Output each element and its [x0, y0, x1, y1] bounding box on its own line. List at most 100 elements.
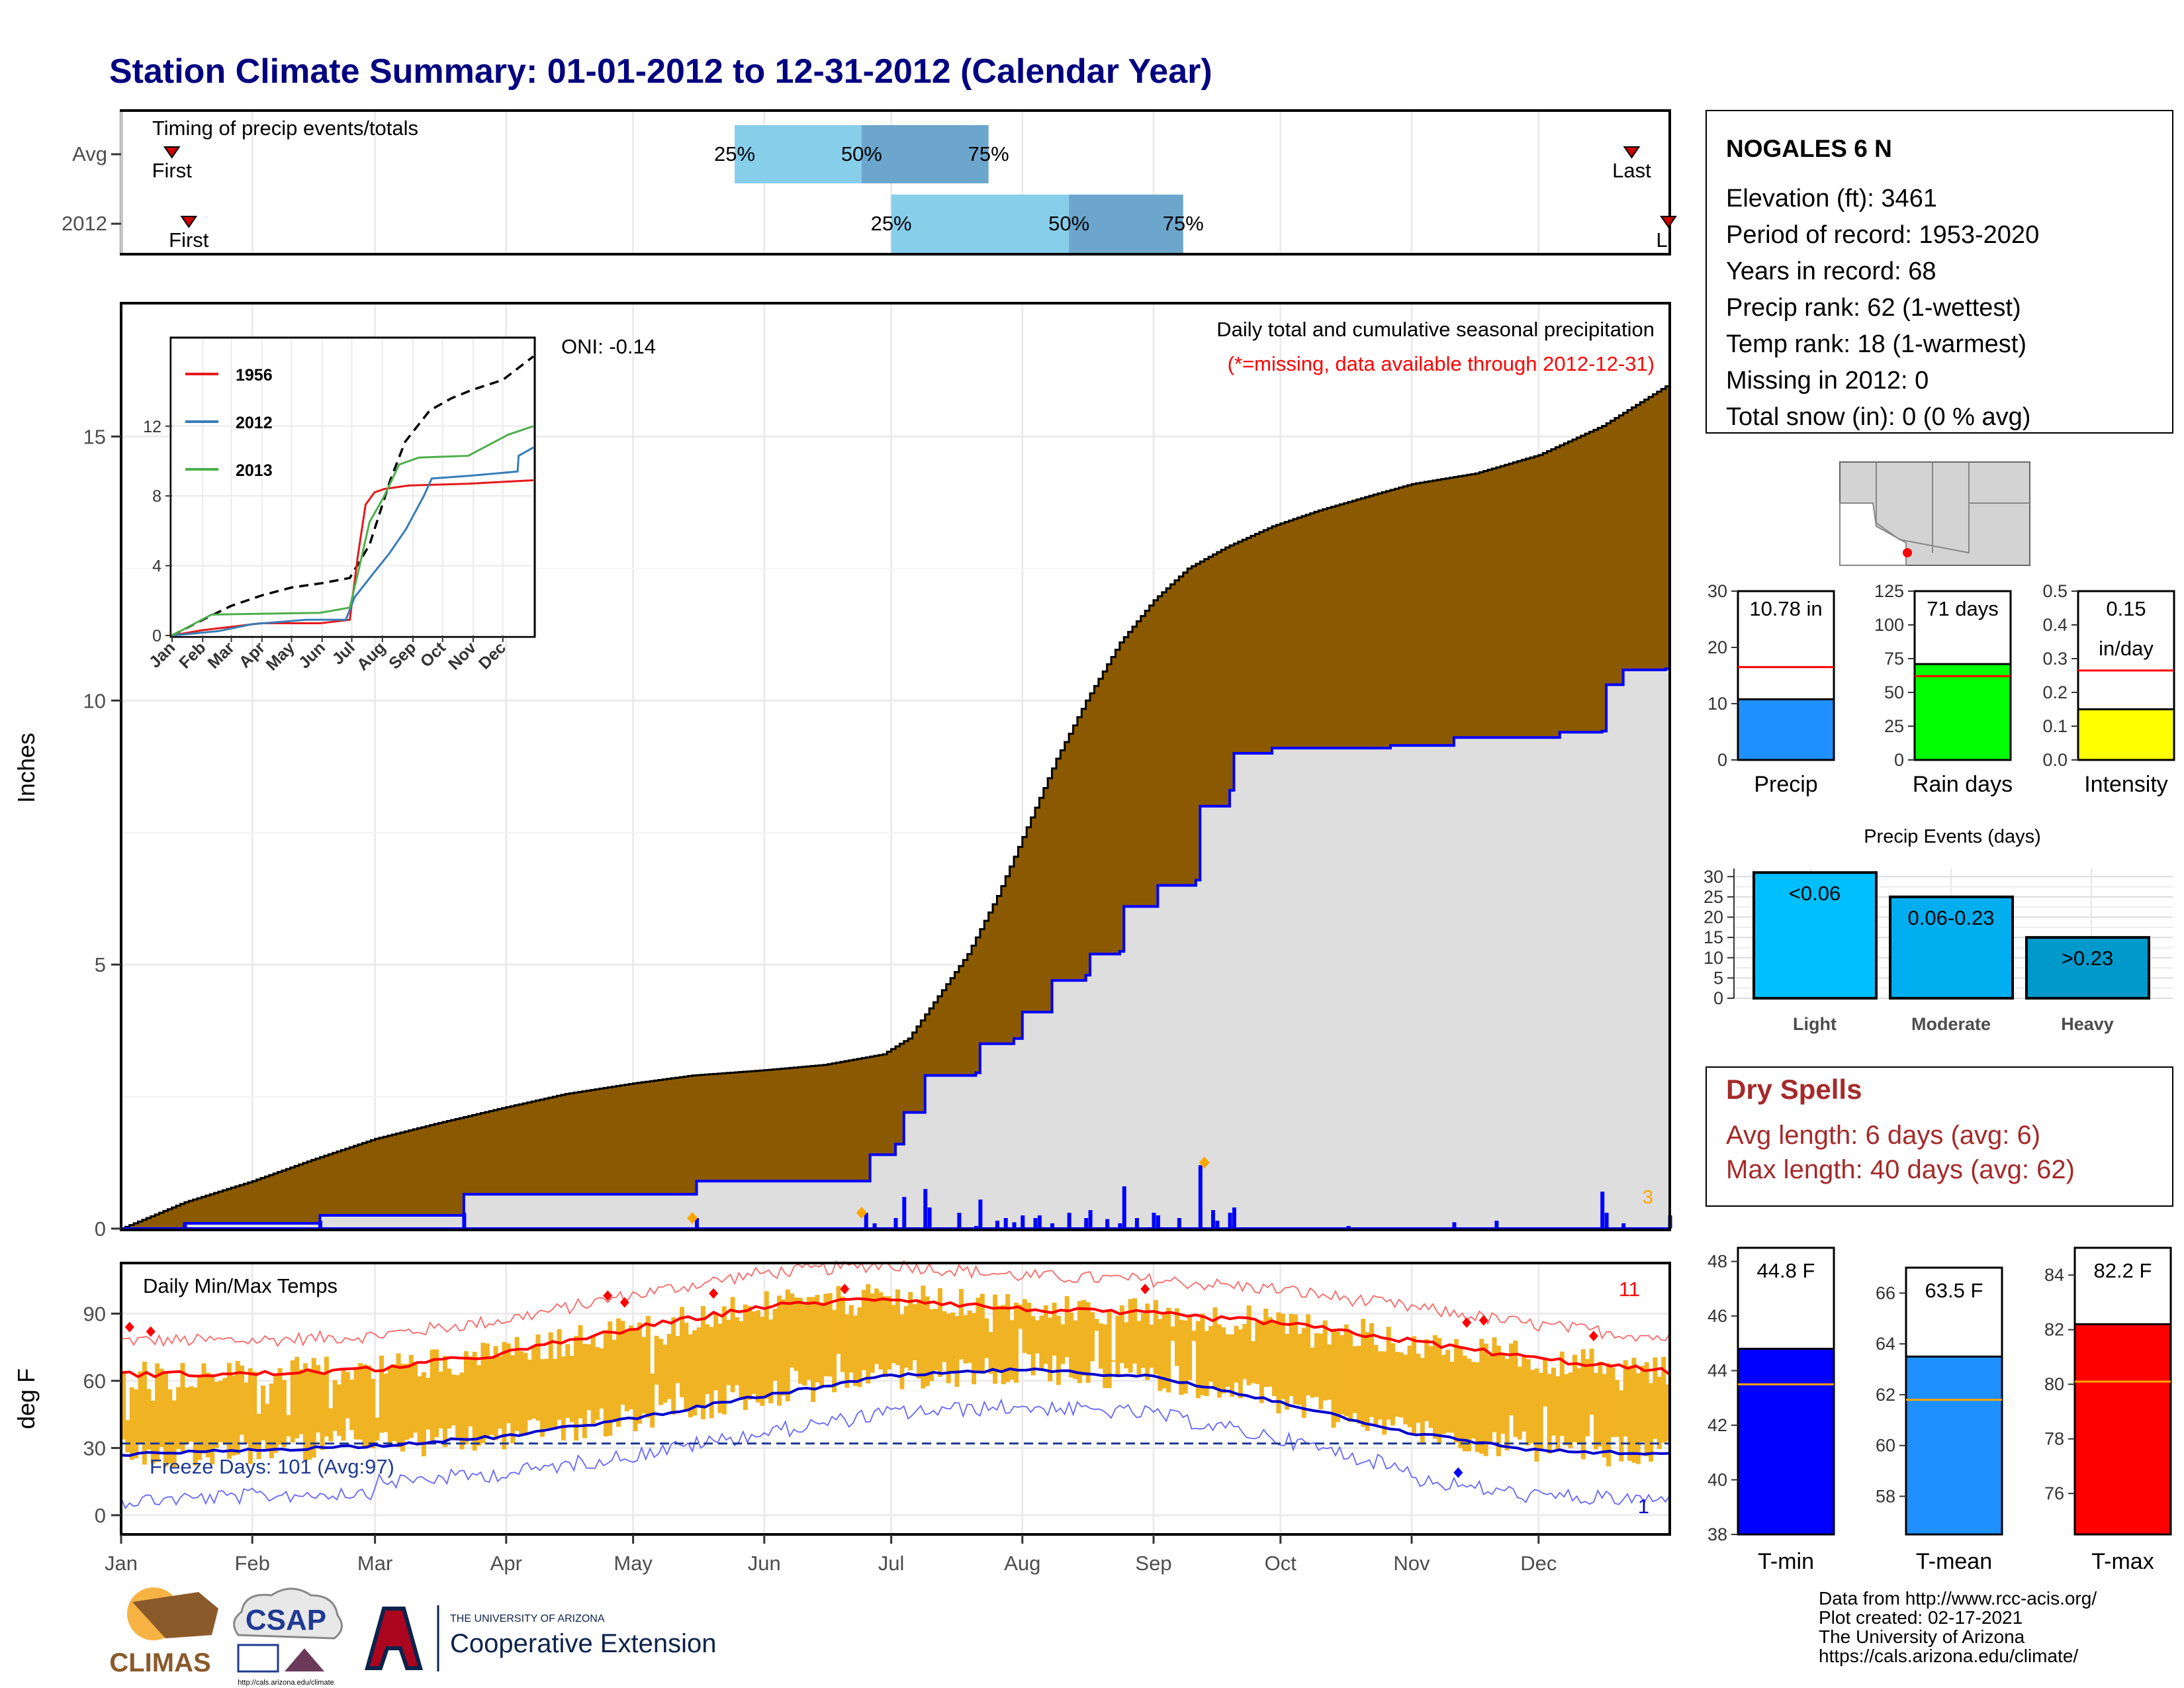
station-location-dot: [1903, 548, 1912, 557]
daily-precip-bar: [1037, 1215, 1042, 1229]
inset-y-tick-label: 12: [143, 418, 161, 436]
daily-temp-bar: [1513, 1340, 1518, 1437]
daily-precip-bar: [902, 1197, 907, 1229]
daily-temp-bar: [171, 1400, 177, 1468]
daily-temp-bar: [159, 1368, 164, 1447]
station-info-line: Elevation (ft): 3461: [1726, 185, 1937, 212]
daily-precip-bar: [1604, 1213, 1609, 1229]
summary-bar-tick-label: 10: [1707, 694, 1727, 714]
daily-temp-bar: [933, 1309, 938, 1371]
station-info-line: Missing in 2012: 0: [1726, 367, 1929, 395]
daily-temp-bar: [785, 1289, 790, 1401]
page-title: Station Climate Summary: 01-01-2012 to 1…: [109, 52, 1212, 91]
daily-precip-bar: [1232, 1207, 1236, 1229]
daily-temp-bar: [1225, 1334, 1230, 1387]
daily-temp-bar: [1234, 1325, 1239, 1383]
daily-temp-bar: [624, 1329, 629, 1411]
daily-temp-bar: [1640, 1366, 1645, 1442]
timing-row-labels: Avg 2012: [62, 142, 121, 235]
daily-temp-bar: [1230, 1334, 1235, 1397]
month-label: Dec: [1520, 1552, 1557, 1575]
last-event-marker: [1623, 146, 1641, 159]
summary-bar-fill: [1737, 698, 1835, 761]
daily-temp-bar: [1335, 1331, 1340, 1423]
daily-temp-bar: [387, 1367, 392, 1446]
average-min-line: [120, 1367, 1670, 1457]
daily-temp-bar: [286, 1415, 291, 1436]
daily-temp-bar: [1009, 1320, 1015, 1380]
month-label: Jul: [878, 1552, 905, 1575]
summary-bar-tick-label: 0.5: [2042, 581, 2068, 601]
summary-bar-fill: [1913, 663, 2012, 761]
daily-temp-bar: [658, 1338, 663, 1405]
daily-precip-bar: [927, 1207, 932, 1229]
first-event-marker: [180, 216, 198, 228]
precip-markers: [687, 1156, 1210, 1225]
daily-temp-bar: [781, 1299, 786, 1396]
daily-temp-bar: [1128, 1299, 1133, 1373]
footer-line: Plot created: 02-17-2021: [1819, 1607, 2023, 1628]
daily-temp-bar: [1390, 1343, 1396, 1426]
daily-temp-bar: [1522, 1355, 1527, 1432]
daily-temp-bar: [815, 1295, 820, 1383]
daily-temp-bar: [290, 1360, 295, 1443]
daily-temp-bar: [404, 1364, 410, 1440]
daily-temp-bar: [1348, 1332, 1353, 1423]
daily-temp-bar: [747, 1306, 752, 1400]
record-high-marker: [1462, 1317, 1472, 1328]
summary-bar-tick-label: 50: [1884, 682, 1904, 702]
daily-temp-bar: [349, 1379, 355, 1430]
summary-bar-label: Intensity: [2084, 772, 2168, 797]
timing-row-label: Avg: [72, 142, 107, 165]
csap-url: http://cals.arizona.edu/climate: [238, 1679, 334, 1687]
daily-precip-bar: [1621, 1223, 1626, 1229]
daily-temp-bar: [925, 1296, 930, 1386]
first-event-marker: [163, 146, 181, 159]
daily-temp-bar: [539, 1359, 545, 1437]
daily-temp-bar: [590, 1336, 596, 1424]
daily-temp-bar: [988, 1332, 993, 1374]
first-event-label: First: [169, 228, 209, 252]
record-high-marker: [619, 1297, 629, 1308]
daily-temp-bar: [1039, 1315, 1044, 1371]
daily-precip-bar: [1122, 1186, 1126, 1229]
record-low-line: [120, 1398, 1670, 1510]
daily-temp-bar: [400, 1364, 405, 1452]
daily-temp-bar: [790, 1293, 795, 1368]
timing-bar-upper: [1069, 195, 1183, 253]
daily-temp-bar: [1005, 1293, 1011, 1382]
daily-temp-bar: [1428, 1346, 1433, 1429]
daily-temp-bar: [1525, 1359, 1531, 1446]
daily-temp-bar: [1534, 1368, 1539, 1462]
daily-temp-bar: [353, 1369, 359, 1440]
daily-temp-bar: [269, 1383, 274, 1458]
daily-temp-bar: [1060, 1324, 1066, 1364]
daily-temp-bar: [438, 1371, 443, 1429]
daily-temp-bar: [1026, 1302, 1032, 1354]
daily-temp-bar: [616, 1318, 621, 1427]
daily-temp-bar: [1111, 1360, 1116, 1362]
temp-corner-cold: 1: [1638, 1495, 1649, 1518]
daily-temp-bar: [857, 1307, 862, 1387]
month-axis: Jan Feb Mar Apr May Jun Jul Aug Sep Oct Nov Dec: [105, 1534, 1557, 1575]
inset-y-tick-label: 8: [152, 487, 161, 506]
daily-temp-bar: [1458, 1346, 1463, 1448]
daily-temp-bar: [1467, 1358, 1472, 1452]
daily-temp-bar: [1576, 1368, 1582, 1444]
oni-label: ONI: -0.14: [561, 335, 656, 358]
daily-temp-bar: [946, 1313, 951, 1383]
daily-temp-bar: [1483, 1343, 1488, 1456]
daily-temp-bar: [1034, 1320, 1040, 1354]
daily-temp-bar: [273, 1376, 279, 1453]
summary-bar-label: Rain days: [1913, 772, 2013, 797]
temp-summary-tick-label: 84: [2044, 1265, 2064, 1285]
daily-temp-bar: [235, 1360, 240, 1455]
daily-temp-bar: [1412, 1336, 1416, 1435]
daily-temp-bar: [1090, 1312, 1095, 1362]
first-event-label: First: [152, 159, 193, 182]
inset-series-line: [171, 446, 534, 637]
locator-map: [1839, 461, 2030, 566]
daily-temp-bar: [197, 1374, 203, 1460]
daily-temp-bar: [1547, 1374, 1552, 1454]
daily-temp-bar: [1255, 1319, 1260, 1385]
